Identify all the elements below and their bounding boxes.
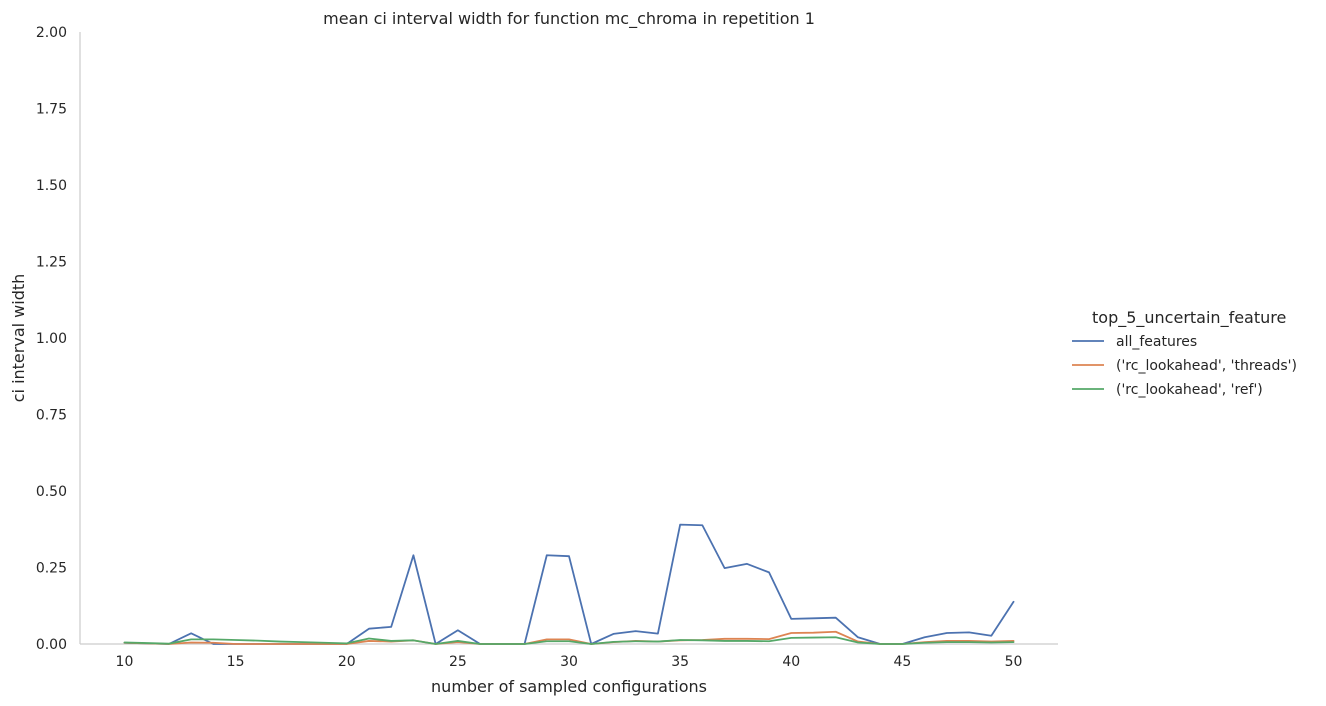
y-tick-label: 0.75 [36, 408, 67, 424]
y-tick-label: 1.75 [36, 102, 67, 118]
y-tick-label: 0.50 [36, 484, 67, 500]
x-tick-label: 30 [560, 654, 578, 670]
legend-items: all_features ('rc_lookahead', 'threads') (… [1072, 334, 1297, 398]
x-tick-label: 40 [782, 654, 800, 670]
y-tick-label: 1.00 [36, 331, 67, 347]
x-ticks: 10 15 20 25 30 35 40 45 50 [116, 654, 1023, 670]
x-tick-label: 15 [227, 654, 245, 670]
axes [79, 32, 1058, 645]
legend: top_5_uncertain_feature all_features ('rc… [1072, 308, 1297, 398]
series-line-0 [123, 523, 1015, 645]
series-line-2 [123, 636, 1015, 645]
x-tick-label: 45 [893, 654, 911, 670]
y-ticks: 0.00 0.25 0.50 0.75 1.00 1.25 1.50 1.75 2.00 [36, 25, 67, 653]
x-tick-label: 10 [116, 654, 134, 670]
legend-label: all_features [1116, 334, 1197, 350]
x-axis-label: number of sampled configurations [431, 677, 707, 696]
series-lines [123, 523, 1015, 645]
y-tick-label: 0.00 [36, 637, 67, 653]
y-axis-label: ci interval width [9, 274, 28, 403]
legend-title: top_5_uncertain_feature [1092, 308, 1286, 328]
x-tick-label: 20 [338, 654, 356, 670]
legend-label: ('rc_lookahead', 'ref') [1116, 382, 1263, 398]
series-line-1 [123, 630, 1015, 645]
x-tick-label: 25 [449, 654, 467, 670]
y-tick-label: 2.00 [36, 25, 67, 41]
chart-title: mean ci interval width for function mc_c… [323, 9, 815, 29]
legend-label: ('rc_lookahead', 'threads') [1116, 358, 1297, 374]
y-tick-label: 0.25 [36, 561, 67, 577]
x-tick-label: 50 [1005, 654, 1023, 670]
y-tick-label: 1.50 [36, 178, 67, 194]
x-tick-label: 35 [671, 654, 689, 670]
y-tick-label: 1.25 [36, 255, 67, 271]
